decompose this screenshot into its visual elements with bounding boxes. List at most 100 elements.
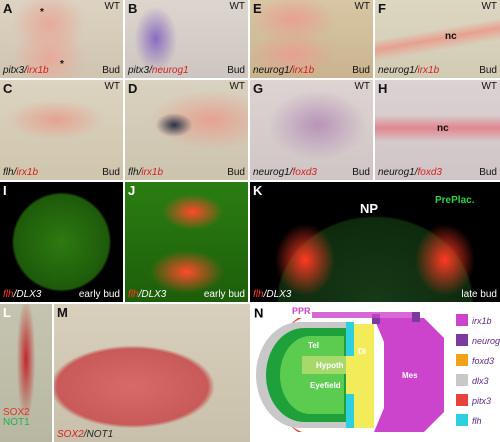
marker-text: /: [13, 289, 17, 300]
image-panel: B WT Bud pitx3/neurog1: [125, 0, 248, 78]
stage: Bud: [227, 65, 245, 76]
annotation: PrePlac.: [435, 195, 475, 206]
stage: early bud: [203, 289, 245, 300]
marker-text: irx1b: [26, 65, 49, 76]
marker-text: DLX3: [141, 289, 167, 300]
marker-text: /: [414, 167, 418, 178]
annotation: *: [40, 7, 44, 18]
region-label: PPR: [292, 306, 311, 316]
genotype: WT: [481, 1, 497, 12]
legend-label: pitx3: [471, 396, 491, 406]
marker-text: irx1b: [417, 65, 440, 76]
panel-letter: A: [3, 1, 13, 16]
image-panel: H WT Bud neurog1/foxd3 nc: [375, 80, 500, 180]
marker-text: /: [289, 65, 293, 76]
image-panel: E WT Bud neurog1/irx1b: [250, 0, 373, 78]
panel-letter: F: [378, 1, 386, 16]
marker-text: irx1b: [141, 167, 164, 178]
image-panel: L SOX2 NOT1: [0, 304, 52, 442]
marker-text: neurog1: [378, 167, 415, 178]
genotype: WT: [104, 1, 120, 12]
annotation: NP: [360, 201, 379, 216]
image-panel: G WT Bud neurog1/foxd3: [250, 80, 373, 180]
marker-text: neurog1: [253, 65, 290, 76]
panel-letter: C: [3, 81, 13, 96]
markers: neurog1/irx1b: [378, 66, 439, 76]
legend-label: dlx3: [472, 376, 489, 386]
panel-letter: I: [3, 183, 7, 198]
panel-letter: K: [253, 183, 263, 198]
stage: late bud: [461, 289, 497, 300]
marker-text: flh: [128, 167, 139, 178]
marker-text: flh: [128, 289, 139, 300]
annotation: nc: [445, 31, 457, 42]
markers: flh/DLX3: [253, 290, 291, 300]
genotype: WT: [354, 1, 370, 12]
marker-text: /: [24, 65, 27, 76]
image-panel: A WT Bud pitx3/irx1b * *: [0, 0, 123, 78]
legend-label: foxd3: [472, 356, 494, 366]
legend: irx1b neurog1 foxd3 dlx3 pitx3 flh: [456, 314, 500, 426]
image-panel: D WT Bud flh/irx1b: [125, 80, 248, 180]
markers: neurog1/foxd3: [378, 168, 442, 178]
marker-text: NOT1: [3, 417, 30, 428]
stage: early bud: [78, 289, 120, 300]
marker-text: irx1b: [16, 167, 39, 178]
legend-label: neurog1: [472, 336, 500, 346]
stage: Bud: [227, 167, 245, 178]
legend-swatch: [456, 374, 468, 386]
markers: pitx3/neurog1: [128, 66, 189, 76]
marker-text: /: [414, 65, 418, 76]
marker-text: flh: [3, 167, 14, 178]
panel-letter: H: [378, 81, 388, 96]
markers: flh/irx1b: [3, 168, 38, 178]
marker-text: /: [149, 65, 152, 76]
markers: SOX2 NOT1: [3, 408, 30, 428]
region-label: Tel: [308, 341, 319, 350]
panel-letter: L: [3, 305, 11, 320]
marker-text: /: [83, 429, 87, 440]
markers: SOX2/NOT1: [57, 430, 113, 440]
marker-text: flh: [3, 289, 14, 300]
diagram: N PPR Tel Hypoth Eyefield Di Mes irx1b ne…: [254, 306, 500, 432]
legend-swatch: [456, 394, 468, 406]
marker-text: /: [138, 289, 142, 300]
genotype: WT: [354, 81, 370, 92]
marker-text: neurog1: [378, 65, 415, 76]
marker-text: pitx3: [3, 65, 25, 76]
genotype: WT: [481, 81, 497, 92]
genotype: WT: [229, 1, 245, 12]
marker-text: /: [289, 167, 293, 178]
annotation: *: [60, 59, 64, 70]
annotation: nc: [437, 123, 449, 134]
legend-swatch: [456, 314, 468, 326]
marker-text: /: [138, 167, 142, 178]
markers: pitx3/irx1b: [3, 66, 49, 76]
panel-letter: J: [128, 183, 136, 198]
stage: Bud: [352, 167, 370, 178]
stage: Bud: [352, 65, 370, 76]
panel-letter: D: [128, 81, 138, 96]
stage: Bud: [102, 65, 120, 76]
stage: Bud: [479, 167, 497, 178]
legend-swatch: [456, 414, 468, 426]
markers: flh/DLX3: [128, 290, 166, 300]
marker-text: neurog1: [253, 167, 290, 178]
panel-letter: E: [253, 1, 262, 16]
marker-text: /: [263, 289, 267, 300]
legend-label: flh: [472, 416, 482, 426]
region-label: Eyefield: [310, 381, 341, 390]
marker-text: pitx3: [128, 65, 150, 76]
markers: neurog1/irx1b: [253, 66, 314, 76]
region-label: Mes: [402, 371, 418, 380]
marker-text: SOX2: [57, 429, 84, 440]
stage: Bud: [102, 167, 120, 178]
marker-text: NOT1: [86, 429, 114, 440]
legend-swatch: [456, 354, 468, 366]
genotype: WT: [229, 81, 245, 92]
marker-text: flh: [253, 289, 264, 300]
image-panel: C WT Bud flh/irx1b: [0, 80, 123, 180]
legend-swatch: [456, 334, 468, 346]
marker-text: foxd3: [417, 167, 442, 178]
